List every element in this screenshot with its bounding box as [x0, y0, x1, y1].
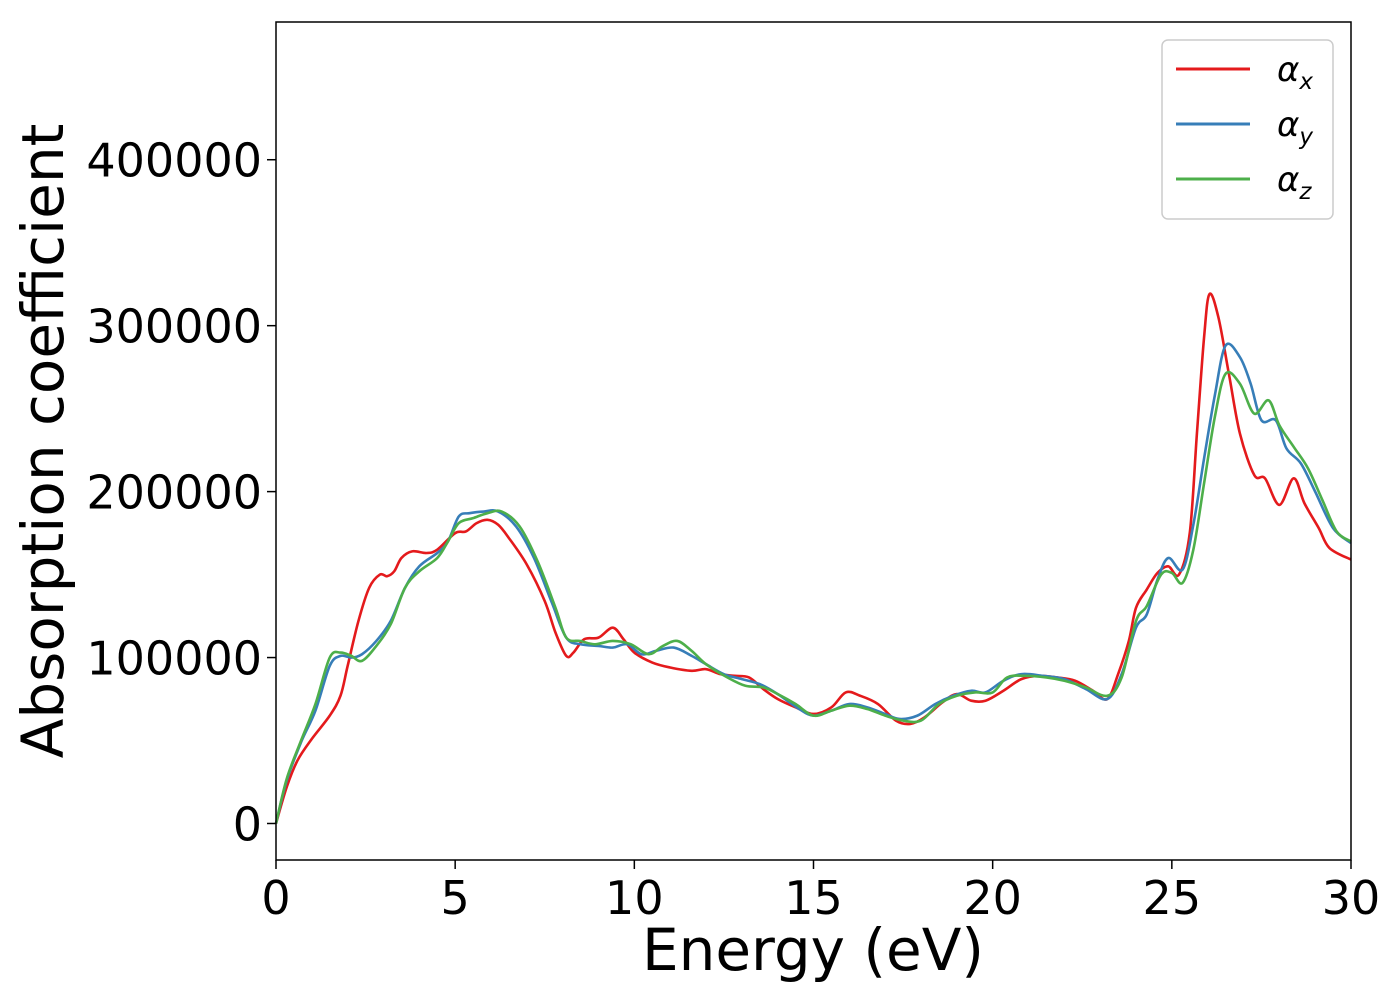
y-axis: 0 100000 200000 300000 400000 [86, 134, 276, 851]
legend-label-x: αx [1277, 50, 1313, 95]
legend-box [1161, 39, 1334, 220]
y-tick-label: 100000 [86, 632, 262, 686]
x-tick-label: 20 [963, 871, 1022, 925]
series-layer [274, 292, 1352, 824]
legend-label-z: αz [1277, 160, 1312, 205]
x-tick-label: 0 [261, 871, 290, 925]
y-tick-label: 0 [233, 797, 262, 851]
series-line-z [274, 370, 1352, 824]
y-tick-label: 300000 [86, 300, 262, 354]
x-tick-label: 30 [1322, 871, 1381, 925]
y-tick-label: 200000 [86, 466, 262, 520]
legend-label-y: αy [1277, 105, 1313, 150]
y-tick-label: 400000 [86, 134, 262, 188]
x-tick-label: 10 [605, 871, 664, 925]
x-tick-label: 5 [441, 871, 470, 925]
x-axis-label: Energy (eV) [642, 916, 984, 984]
x-tick-label: 15 [784, 871, 843, 925]
y-axis-label: Absorption coefficient [9, 124, 77, 759]
x-tick-label: 25 [1143, 871, 1202, 925]
legend: αx αy αz [1161, 39, 1334, 220]
x-axis: 0 5 10 15 20 25 30 [261, 860, 1380, 925]
